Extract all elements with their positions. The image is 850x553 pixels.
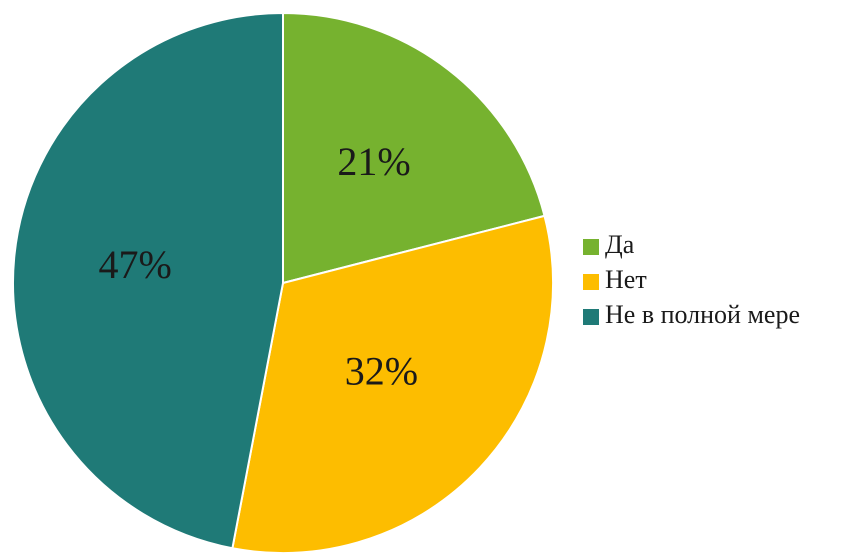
legend-label: Не в полной мере: [605, 300, 800, 329]
pie-slice: [231, 214, 554, 553]
pie-slices: [12, 11, 554, 553]
slice-data-label: 47%: [98, 242, 171, 287]
legend-label: Да: [605, 230, 635, 259]
legend-label: Нет: [605, 265, 647, 294]
pie-slice: [12, 11, 284, 550]
slice-data-label: 32%: [345, 349, 418, 394]
pie-slice-labels: 21% 32% 47%: [98, 139, 418, 394]
pie-slice: [282, 11, 546, 285]
legend-swatch: [583, 309, 599, 325]
legend: Да Нет Не в полной мере: [583, 230, 800, 329]
legend-swatch: [583, 274, 599, 290]
slice-data-label: 21%: [337, 139, 410, 184]
legend-swatch: [583, 239, 599, 255]
